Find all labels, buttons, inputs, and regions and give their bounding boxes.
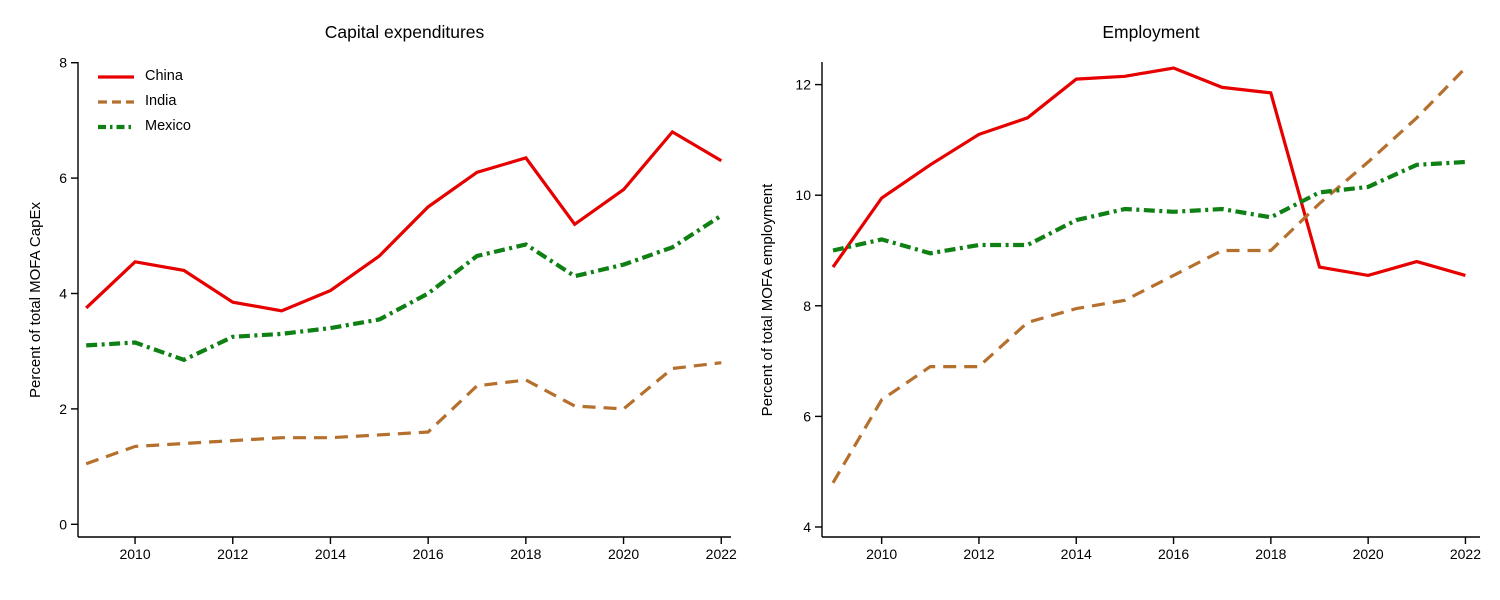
x-tick-label: 2012 <box>963 546 994 562</box>
china-line <box>85 129 723 313</box>
y-tick-label: 4 <box>59 286 67 302</box>
legend-label-china: China <box>145 68 183 85</box>
x-tick-label: 2016 <box>1158 546 1189 562</box>
y-tick-label: 6 <box>803 408 811 424</box>
legend-label-mexico: Mexico <box>145 118 191 135</box>
mexico-line <box>86 213 723 363</box>
y-tick-label: 8 <box>803 298 811 314</box>
employment-y-axis-label: Percent of total MOFA employment <box>759 183 776 417</box>
x-tick-label: 2016 <box>413 546 444 562</box>
capex-y-axis-label: Percent of total MOFA CapEx <box>27 202 44 398</box>
legend-label-india: India <box>145 93 177 110</box>
capex-chart-panel: 0 2 4 6 8 2010 2012 2014 2016 2018 2020 2022 Capita… <box>27 22 737 562</box>
x-tick-label: 2020 <box>1353 546 1384 562</box>
india-line <box>85 361 722 466</box>
china-line-swatch <box>98 72 134 82</box>
x-tick-label: 2022 <box>1450 546 1481 562</box>
employment-chart-title: Employment <box>1102 22 1200 42</box>
india-line-swatch <box>98 97 134 107</box>
x-tick-label: 2018 <box>510 546 541 562</box>
legend-item-mexico: Mexico <box>98 114 191 139</box>
y-tick-label: 2 <box>59 401 67 417</box>
x-tick-label: 2010 <box>119 546 150 562</box>
employment-chart-panel: 4 6 8 10 12 2010 2012 2014 2016 2018 2020 2022 Empl… <box>750 0 1500 600</box>
capex-plot: 0 2 4 6 8 2010 2012 2014 2016 2018 2020 2022 <box>59 55 737 562</box>
y-tick-label: 8 <box>59 55 67 71</box>
y-tick-label: 12 <box>795 77 811 93</box>
y-tick-label: 0 <box>59 516 67 532</box>
x-tick-label: 2022 <box>706 546 737 562</box>
x-tick-label: 2020 <box>608 546 639 562</box>
legend-item-india: India <box>98 89 191 114</box>
legend-item-china: China <box>98 64 191 89</box>
mexico-line-swatch <box>98 122 134 132</box>
y-tick-label: 4 <box>803 519 811 535</box>
x-tick-label: 2018 <box>1255 546 1286 562</box>
capex-chart-title: Capital expenditures <box>324 22 485 42</box>
employment-plot: 4 6 8 10 12 2010 2012 2014 2016 2018 2020 2022 <box>795 62 1481 562</box>
x-tick-label: 2014 <box>315 546 346 562</box>
legend: China India Mexico <box>98 64 191 139</box>
x-tick-label: 2012 <box>217 546 248 562</box>
mexico-line <box>832 159 1466 256</box>
y-tick-label: 10 <box>795 187 811 203</box>
china-line <box>831 66 1466 278</box>
y-tick-label: 6 <box>59 170 67 186</box>
x-tick-label: 2010 <box>866 546 897 562</box>
x-tick-label: 2014 <box>1061 546 1092 562</box>
